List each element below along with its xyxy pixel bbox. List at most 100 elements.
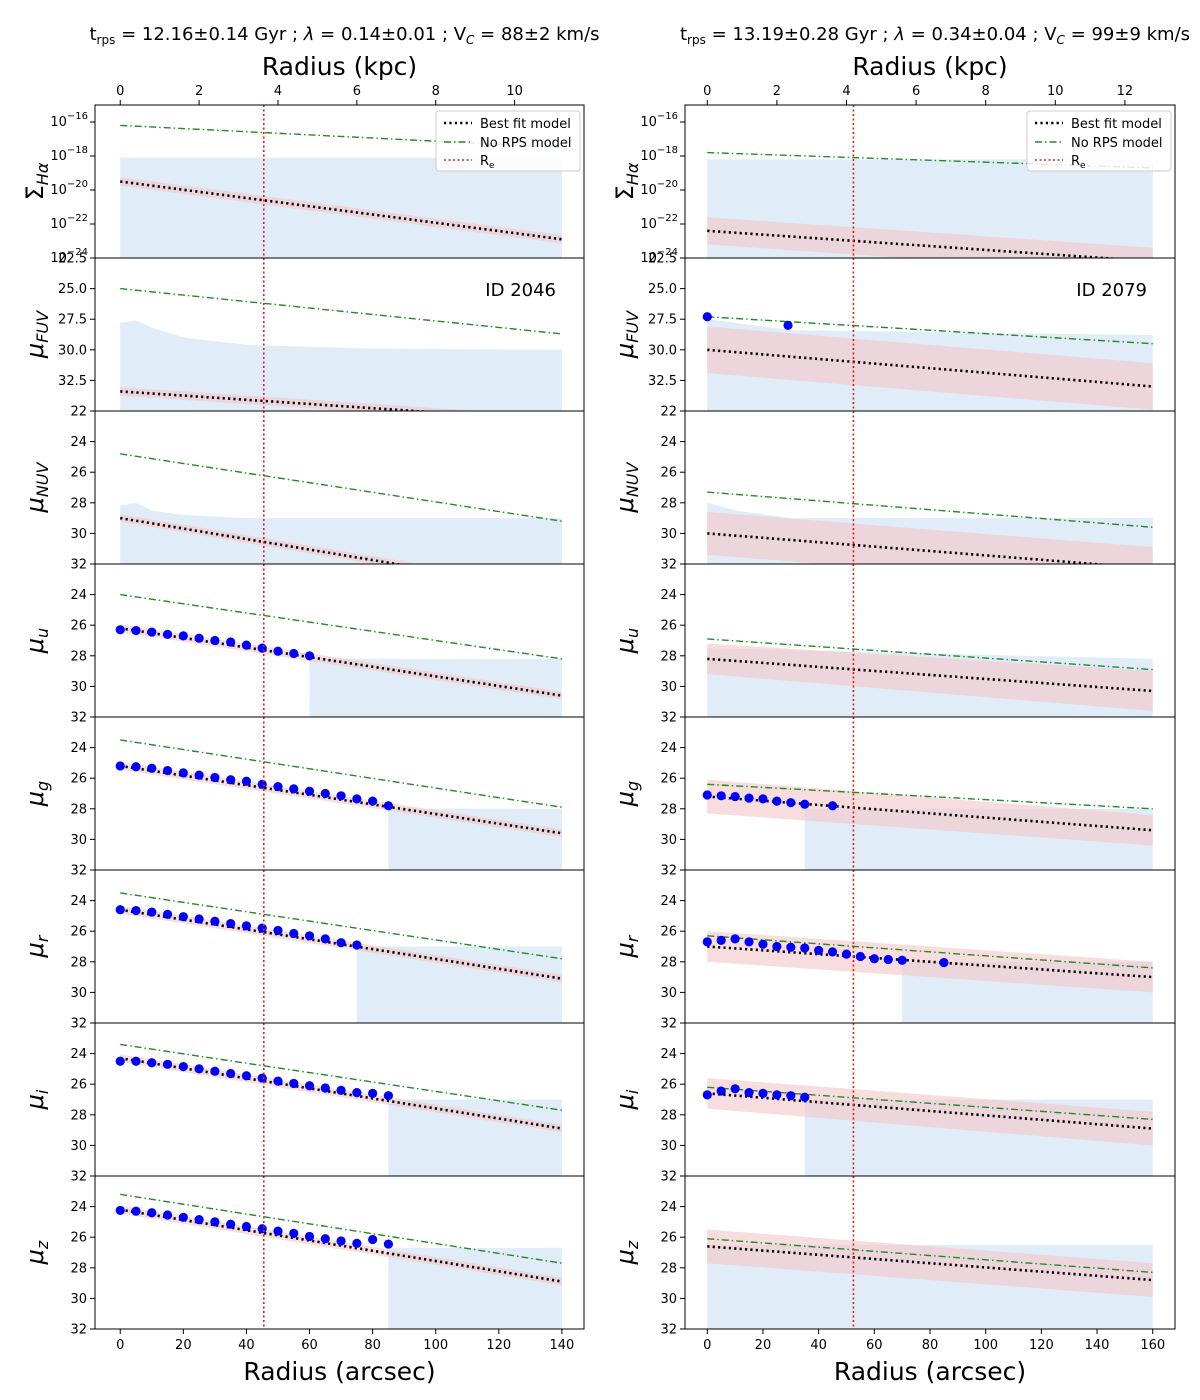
no-rps-model-line: [120, 739, 563, 808]
data-point: [241, 1071, 252, 1081]
data-point: [716, 935, 726, 945]
y-tick-label: 26: [70, 925, 87, 940]
y-tick-label: 26: [660, 619, 677, 634]
data-point: [800, 799, 810, 809]
legend: Best fit model No RPS model Re: [1026, 110, 1172, 172]
no-rps-model-line: [120, 593, 563, 660]
detection-limit-region: [120, 320, 562, 411]
no-rps-model-line: [707, 638, 1153, 671]
data-point: [257, 779, 267, 789]
x-tick-label: 60: [866, 1338, 883, 1353]
top-tick-label: 0: [116, 84, 124, 99]
model-uncertainty-band: [707, 643, 1153, 711]
y-tick-label: 26: [660, 466, 677, 481]
y-tick-label: 26: [660, 925, 677, 940]
panel-fuv: 22.5 25.0 27.5 30.0 32.5 μFUV ID 2079: [611, 252, 1176, 412]
x-tick-label: 0: [703, 1338, 711, 1353]
data-point: [115, 1056, 125, 1066]
data-point: [210, 1217, 220, 1227]
data-point: [131, 1056, 141, 1066]
top-tick-label: 12: [1117, 84, 1134, 99]
data-point: [716, 791, 726, 801]
y-tick-label: 28: [70, 1108, 87, 1123]
top-tick-label: 0: [703, 84, 711, 99]
panel-ylabel: ΣHα: [21, 162, 52, 200]
y-tick-label: 22: [660, 405, 677, 420]
panel-nuv: 22 24 26 28 30 32 μNUV: [21, 405, 585, 573]
detection-limit-region: [388, 1247, 562, 1329]
data-point: [241, 640, 252, 650]
legend-box: [1026, 110, 1172, 172]
data-point: [352, 794, 362, 804]
data-point: [352, 1238, 362, 1248]
y-tick-label: 28: [660, 955, 677, 970]
y-tick-label: 30: [660, 986, 677, 1001]
x-tick-label: 140: [550, 1338, 575, 1353]
data-point: [716, 1086, 726, 1096]
y-tick-label: 10−22: [640, 213, 678, 232]
data-point: [939, 957, 949, 968]
y-tick-label: 24: [660, 588, 677, 603]
best-fit-model-line: [707, 1245, 1153, 1282]
panel-plot-area: [115, 1023, 563, 1176]
y-tick-label: 26: [660, 1078, 677, 1093]
legend-re-label: Re: [1071, 154, 1086, 171]
data-point: [273, 1226, 283, 1236]
no-rps-model-line: [120, 1193, 563, 1264]
data-point: [257, 1224, 267, 1234]
y-tick-label: 30: [70, 986, 87, 1001]
data-point: [178, 1062, 188, 1072]
y-tick-label: 10−16: [640, 111, 678, 130]
top-tick-label: 6: [353, 84, 361, 99]
panel-ylabel: ΣHα: [611, 162, 642, 200]
panel-z: 24 26 28 30 32 μz: [21, 1175, 585, 1338]
y-tick-label: 22.5: [648, 252, 677, 267]
model-uncertainty-band: [707, 511, 1153, 564]
data-point: [162, 1210, 173, 1220]
x-tick-label: 40: [238, 1338, 255, 1353]
data-point: [383, 801, 393, 811]
panel-frame: [94, 1175, 585, 1330]
panel-ylabel: μr: [611, 934, 642, 958]
data-point: [131, 625, 141, 636]
best-fit-model-line: [120, 1056, 563, 1130]
y-tick-label: 24: [660, 741, 677, 756]
y-tick-label: 32: [70, 1323, 87, 1338]
detection-limit-region: [309, 658, 562, 717]
y-tick-label: 30: [660, 833, 677, 848]
data-point: [869, 954, 879, 964]
panel-r: 24 26 28 30 32 μr: [21, 869, 585, 1032]
y-tick-label: 32: [70, 1170, 87, 1185]
bottom-axis-title: Radius (arcsec): [243, 1357, 435, 1386]
best-fit-model-line: [120, 1208, 563, 1283]
data-point: [336, 938, 346, 948]
data-point: [336, 1236, 346, 1246]
panel-plot-area: [707, 1176, 1153, 1329]
legend-no-rps-label: No RPS model: [480, 136, 572, 151]
panel-ylabel: μi: [21, 1089, 52, 1110]
data-point: [786, 1091, 796, 1101]
data-point: [783, 320, 793, 330]
y-tick-label: 30: [70, 833, 87, 848]
data-point: [289, 1228, 299, 1238]
data-point: [178, 768, 188, 778]
y-tick-label: 32: [70, 711, 87, 726]
data-point: [827, 947, 838, 957]
no-rps-model-line: [707, 1086, 1153, 1121]
data-point: [273, 1076, 283, 1086]
panel-ylabel: μFUV: [21, 310, 52, 359]
data-point: [827, 801, 838, 811]
panel-g: 24 26 28 30 32 μg: [21, 716, 585, 879]
y-tick-label: 22: [70, 405, 87, 420]
detection-limit-region: [356, 946, 562, 1023]
data-point: [702, 937, 712, 947]
data-point: [273, 646, 283, 656]
data-point: [115, 905, 125, 915]
data-point: [320, 934, 330, 944]
y-tick-label: 24: [660, 894, 677, 909]
panel-plot-area: [702, 258, 1153, 411]
y-tick-label: 28: [660, 1108, 677, 1123]
data-point: [368, 796, 378, 806]
y-tick-label: 28: [660, 496, 677, 511]
data-point: [786, 798, 796, 808]
